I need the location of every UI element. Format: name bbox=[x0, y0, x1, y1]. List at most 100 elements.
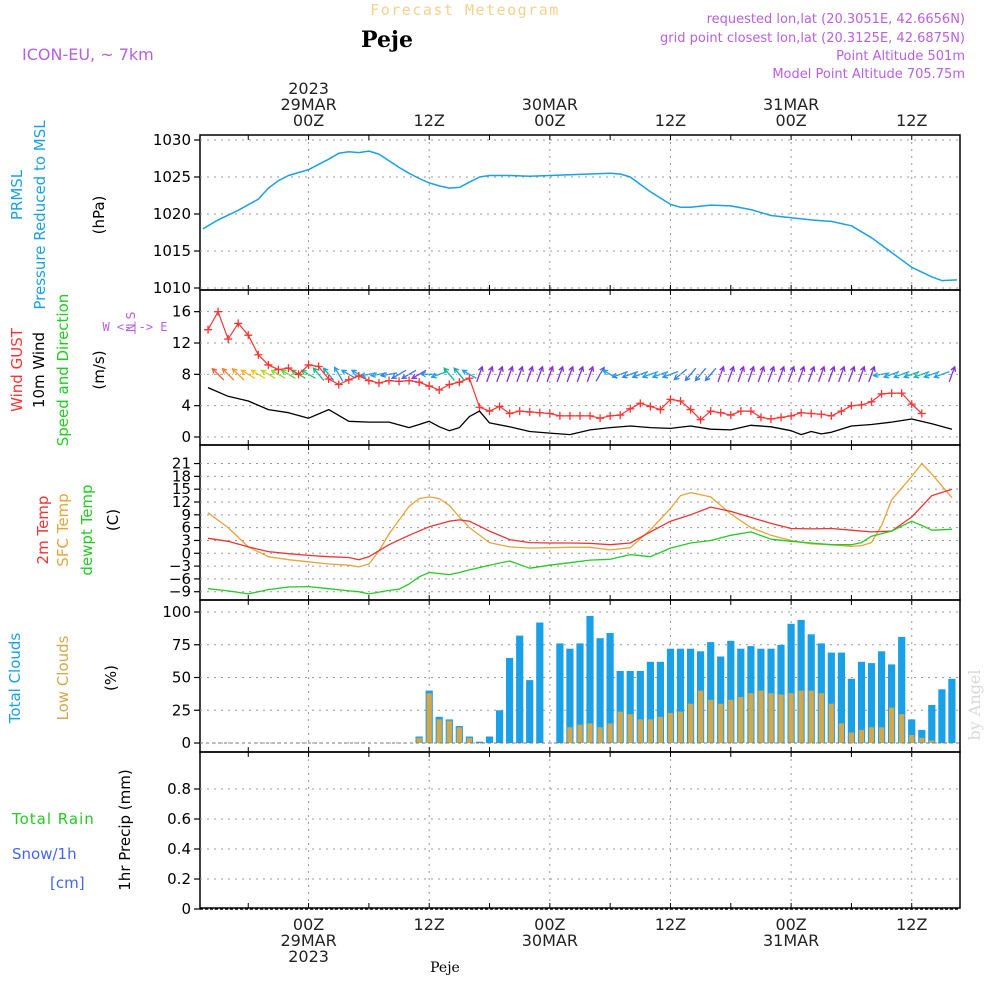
pressure-ytick-label: 1025 bbox=[153, 168, 191, 186]
low-clouds-bar bbox=[698, 690, 704, 743]
wind-label-10m: 10m Wind bbox=[30, 332, 48, 408]
total-clouds-bar bbox=[727, 640, 735, 743]
wind-barb-head bbox=[950, 365, 957, 372]
wind-barb-head bbox=[641, 372, 648, 379]
wind-barb-head bbox=[568, 365, 575, 372]
pressure-label-prmsl: PRMSL bbox=[8, 169, 26, 220]
gust-point bbox=[696, 415, 705, 424]
gust-point bbox=[736, 407, 745, 416]
gust-point bbox=[827, 411, 836, 420]
gust-point bbox=[726, 411, 735, 420]
low-clouds-bar bbox=[657, 716, 663, 743]
wind-barb bbox=[334, 367, 344, 382]
gust-point bbox=[405, 376, 414, 385]
total-clouds-bar bbox=[656, 661, 664, 743]
precip-ytick-label: 0.4 bbox=[167, 840, 191, 858]
low-clouds-label: Low Clouds bbox=[54, 635, 72, 720]
gust-point bbox=[636, 399, 645, 408]
wind-barb bbox=[453, 367, 466, 381]
clouds-ytick-label: 75 bbox=[172, 636, 191, 654]
time-label-top: 12Z bbox=[896, 111, 927, 130]
footer-station: Peje bbox=[430, 960, 460, 976]
wind-barb bbox=[827, 366, 835, 383]
wind-barb-head bbox=[719, 365, 725, 372]
gust-point bbox=[425, 382, 434, 391]
temperature-ytick-label: −9 bbox=[169, 583, 191, 601]
gust-point bbox=[626, 404, 635, 413]
clouds-ytick-label: 25 bbox=[172, 701, 191, 719]
total-clouds-bar bbox=[827, 652, 835, 743]
wind-barb-head bbox=[419, 371, 426, 378]
wind-barb-head bbox=[250, 369, 257, 375]
low-clouds-bar bbox=[647, 719, 653, 743]
precip-ytick-label: 0.8 bbox=[167, 780, 191, 798]
wind-barb bbox=[431, 370, 447, 378]
wind-barb-head bbox=[923, 372, 930, 379]
wind-barb bbox=[838, 366, 845, 383]
point-altitude: Point Altitude 501m bbox=[836, 49, 965, 64]
wind-barb bbox=[797, 366, 805, 383]
time-label-bottom: 30MAR bbox=[522, 931, 578, 950]
gust-point bbox=[354, 371, 363, 380]
wind-barb-head bbox=[602, 369, 609, 375]
low-clouds-bar bbox=[617, 711, 623, 743]
total-clouds-bar bbox=[737, 648, 745, 743]
total-clouds-bar bbox=[475, 741, 484, 743]
wind-barb-head bbox=[280, 369, 287, 375]
watermark: by Angel bbox=[965, 669, 984, 740]
wind-barb bbox=[506, 366, 513, 383]
total-clouds-bar bbox=[506, 657, 514, 743]
low-clouds-bar bbox=[567, 727, 573, 743]
gust-point bbox=[495, 402, 504, 411]
wind-ytick-label: 4 bbox=[181, 397, 191, 415]
low-clouds-bar bbox=[677, 711, 684, 743]
clouds-ytick-label: 0 bbox=[181, 734, 191, 752]
low-clouds-bar bbox=[748, 693, 754, 743]
low-clouds-bar bbox=[416, 737, 422, 743]
time-label-top: 12Z bbox=[414, 111, 445, 130]
low-clouds-bar bbox=[688, 703, 694, 743]
wind-barb bbox=[232, 368, 245, 381]
precip-unit: 1hr Precip (mm) bbox=[116, 769, 134, 890]
wind-10m-line bbox=[207, 387, 953, 436]
wind-barb bbox=[251, 369, 266, 379]
wind-ytick-label: 8 bbox=[181, 365, 191, 383]
wind-barb bbox=[817, 366, 825, 383]
wind-barb-head bbox=[411, 373, 418, 379]
wind-barb-head bbox=[829, 365, 836, 372]
low-clouds-bar bbox=[426, 693, 432, 743]
wind-barb bbox=[556, 366, 564, 383]
gust-point bbox=[374, 378, 383, 387]
gust-point bbox=[646, 402, 655, 411]
total-clouds-bar bbox=[687, 648, 695, 743]
gust-point bbox=[756, 413, 765, 422]
gust-point bbox=[455, 378, 464, 387]
low-clouds-bar bbox=[778, 694, 784, 743]
wind-barb bbox=[443, 367, 455, 381]
wind-barb bbox=[411, 369, 427, 379]
total-clouds-bar bbox=[646, 661, 654, 743]
gust-point bbox=[877, 389, 886, 398]
wind-barb-head bbox=[588, 365, 595, 372]
total-clouds-bar bbox=[636, 671, 644, 743]
low-clouds-bar bbox=[667, 712, 674, 743]
low-clouds-bar bbox=[718, 703, 724, 743]
low-clouds-bar bbox=[627, 714, 633, 743]
wind-barb-head bbox=[839, 365, 846, 372]
wind-barb bbox=[767, 366, 775, 383]
total-clouds-bar bbox=[556, 643, 564, 743]
gust-point bbox=[917, 409, 926, 418]
low-clouds-bar bbox=[929, 740, 935, 743]
wind-barb-head bbox=[528, 365, 534, 372]
gust-point bbox=[254, 350, 263, 359]
time-label-bottom: 2023 bbox=[288, 947, 329, 966]
wind-barb-head bbox=[312, 367, 319, 374]
wind-barb-head bbox=[661, 372, 668, 379]
low-clouds-bar bbox=[768, 693, 774, 743]
total-clouds-bar bbox=[666, 648, 675, 743]
wind-barb bbox=[924, 370, 940, 378]
pressure-ytick-label: 1015 bbox=[153, 242, 191, 260]
total-clouds-bar bbox=[867, 663, 876, 743]
wind-barb-head bbox=[518, 365, 524, 372]
temperature-ytick-label: 6 bbox=[181, 519, 191, 537]
